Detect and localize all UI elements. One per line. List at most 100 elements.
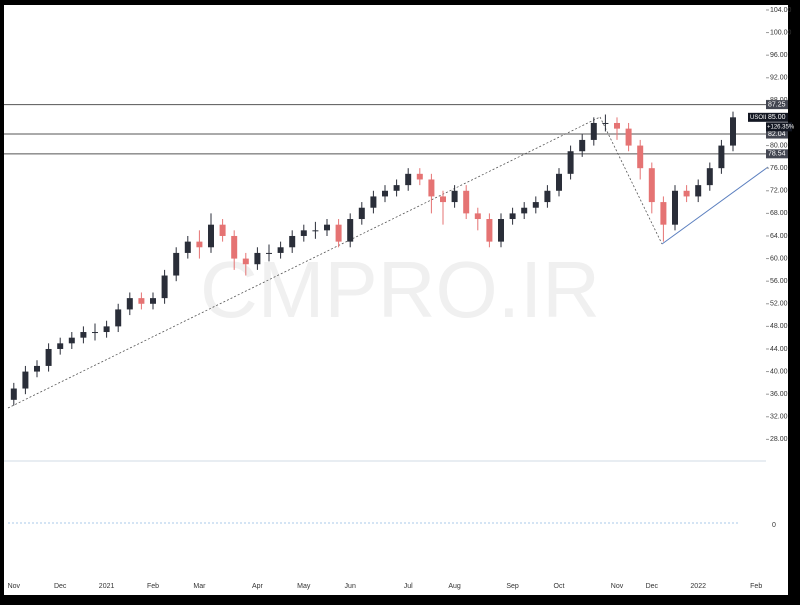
x-tick-label: Apr [252, 583, 264, 590]
candle-body [173, 252, 180, 276]
candle-body [231, 235, 238, 259]
x-tick-label: Aug [448, 583, 461, 590]
y-tick-label: 60.00 [770, 255, 788, 262]
candle-body [324, 224, 330, 231]
x-tick-label: Feb [750, 583, 762, 590]
x-tick-label: Jul [404, 583, 413, 590]
candle-body [556, 173, 562, 191]
y-tick-label: 52.00 [770, 301, 788, 308]
candle-body [103, 326, 110, 333]
candle-body [498, 219, 504, 242]
candle-body [242, 258, 249, 265]
trend-line [7, 116, 601, 409]
candle-body [416, 173, 423, 180]
candle-body [463, 190, 470, 214]
x-tick-label: Dec [646, 583, 659, 590]
y-tick-label: 44.00 [770, 346, 788, 353]
candle-body [57, 343, 64, 349]
x-tick-label: Oct [554, 583, 565, 590]
candle-body [277, 247, 284, 253]
chart-background [4, 5, 788, 595]
y-tick-label: 72.00 [770, 188, 788, 195]
change-box [766, 122, 792, 132]
candle-body [161, 275, 168, 299]
candle-body [34, 365, 40, 372]
candle-body [567, 151, 574, 174]
x-tick-label: Nov [8, 583, 21, 590]
candle-body [451, 190, 458, 203]
y-tick-label: 80.00 [770, 142, 788, 149]
candle-body [312, 230, 319, 232]
y-tick-label: 32.00 [770, 414, 788, 421]
candle-body [300, 230, 307, 236]
x-tick-label: Mar [193, 583, 206, 590]
candle-body [393, 185, 400, 191]
candle-body [184, 241, 191, 253]
x-tick-label: Feb [147, 583, 159, 590]
candle-body [382, 190, 388, 197]
candle-body [405, 173, 412, 186]
candle-body [208, 224, 214, 248]
price-label-box [766, 129, 788, 139]
candle-body [138, 298, 145, 304]
symbol-box [748, 112, 766, 122]
candle-body [544, 190, 551, 203]
candle-body [440, 196, 446, 203]
candle-body [486, 219, 493, 242]
y-tick-label: 100.00 [770, 29, 792, 36]
x-tick-label: 2022 [690, 583, 706, 590]
candle-body [625, 128, 632, 146]
last-price-label: 85.00 [768, 114, 786, 121]
watermark: CMPRO.IR [200, 245, 600, 334]
y-tick-label: 64.00 [770, 233, 788, 240]
candle-body [672, 190, 678, 225]
trend-line [661, 166, 769, 245]
symbol-label: USOIL [750, 115, 769, 121]
candle-body [10, 388, 17, 400]
candle-body [68, 337, 75, 344]
candle-body [150, 298, 156, 304]
candle-body [474, 213, 481, 220]
y-tick-label: 56.00 [770, 278, 788, 285]
change-label: +126.35% [767, 124, 795, 130]
candle-body [579, 139, 586, 152]
candle-body [428, 179, 435, 197]
candle-body [718, 145, 725, 169]
candle-body [126, 298, 133, 310]
candle-body [706, 168, 713, 186]
trend-line [599, 116, 663, 245]
candle-body [92, 332, 98, 334]
price-label-box [766, 149, 788, 159]
candle-body [730, 117, 736, 146]
candle-body [115, 309, 122, 327]
y-tick-label: 36.00 [770, 391, 788, 398]
candle-body [637, 145, 644, 169]
y-tick-label: 68.00 [770, 210, 788, 217]
y-tick-label: 28.00 [770, 436, 788, 443]
candle-body [358, 207, 365, 220]
y-tick-label: 92.00 [770, 75, 788, 82]
candle-body [196, 241, 203, 248]
candle-body [590, 122, 597, 140]
x-tick-label: Jun [345, 583, 356, 590]
candle-body [266, 252, 272, 254]
x-tick-label: Sep [506, 583, 519, 590]
candle-body [648, 168, 655, 203]
candle-body [683, 190, 690, 197]
y-tick-label: 96.00 [770, 52, 788, 59]
candle-body [532, 202, 539, 208]
y-tick-label: 76.00 [770, 165, 788, 172]
x-tick-label: May [297, 583, 311, 590]
price-label: 82.04 [768, 131, 786, 138]
y-tick-label: 40.00 [770, 368, 788, 375]
candle-body [254, 252, 261, 265]
price-label-box [766, 100, 788, 110]
candle-body [509, 213, 516, 220]
x-tick-label: Nov [611, 583, 624, 590]
candle-body [660, 202, 667, 225]
candle-body [335, 224, 342, 242]
y-tick-label: 48.00 [770, 323, 788, 330]
candle-body [22, 371, 29, 389]
candle-body [219, 224, 226, 236]
